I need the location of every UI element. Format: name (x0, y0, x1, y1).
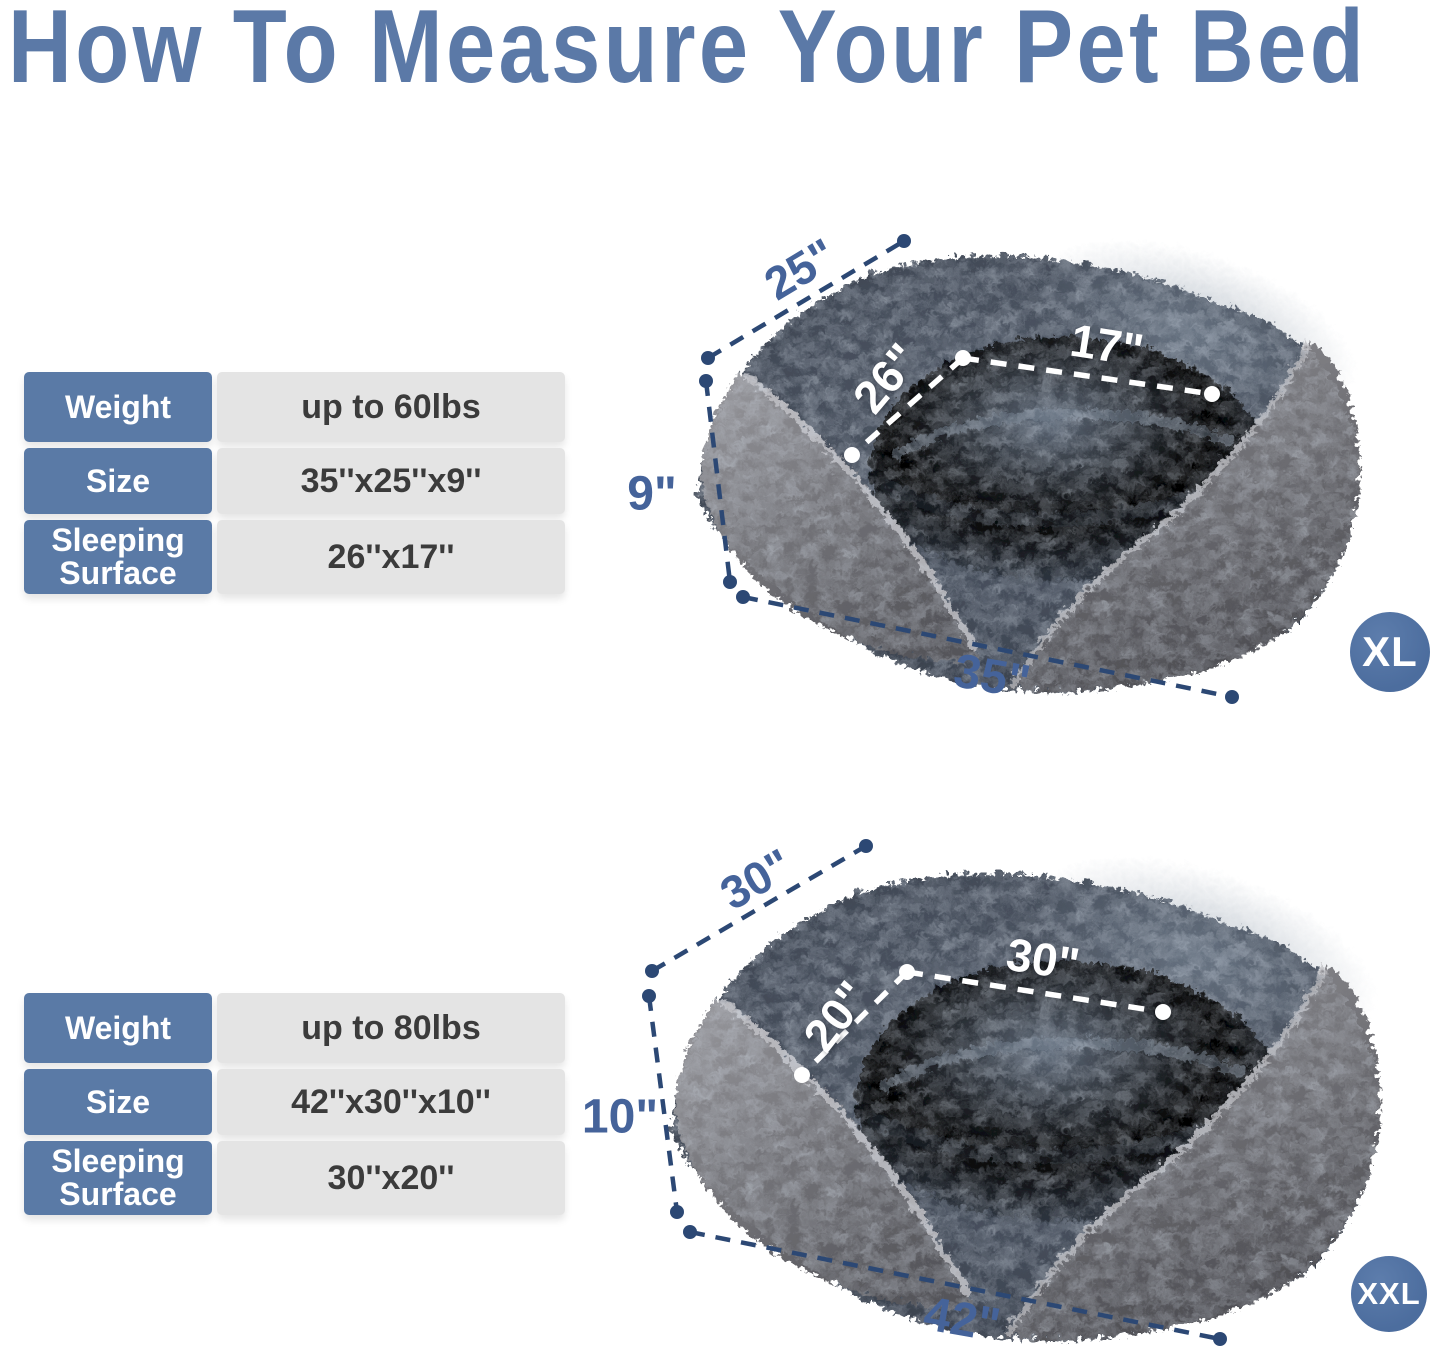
xxl-spec-table: Weight up to 80lbs Size 42''x30''x10'' S… (24, 993, 565, 1221)
xl-height-dimension: 9" (627, 467, 677, 521)
xxl-sleeping-width-dimension: 30" (1002, 927, 1084, 991)
xl-sleeping-surface-value: 26''x17'' (217, 520, 565, 594)
xxl-size-badge: XXL (1351, 1256, 1427, 1332)
xl-size-label: Size (24, 448, 212, 514)
xxl-size-label: Size (24, 1069, 212, 1135)
xl-size-badge: XL (1350, 612, 1430, 692)
xxl-dimension-lines (642, 839, 1227, 1346)
xl-weight-label: Weight (24, 372, 212, 442)
table-row: Size 42''x30''x10'' (24, 1069, 565, 1135)
xl-sleeping-surface-label: Sleeping Surface (24, 520, 212, 594)
page-title: How To Measure Your Pet Bed (8, 0, 1368, 105)
table-row: Weight up to 80lbs (24, 993, 565, 1063)
table-row: Sleeping Surface 26''x17'' (24, 520, 565, 594)
xxl-height-dimension: 10" (581, 1090, 659, 1144)
xl-weight-value: up to 60lbs (217, 372, 565, 442)
xxl-sleeping-surface-value: 30''x20'' (217, 1141, 565, 1215)
xxl-weight-value: up to 80lbs (217, 993, 565, 1063)
xl-spec-table: Weight up to 60lbs Size 35''x25''x9'' Sl… (24, 372, 565, 600)
xl-size-value: 35''x25''x9'' (217, 448, 565, 514)
xxl-weight-label: Weight (24, 993, 212, 1063)
xl-sleeping-width-dimension: 17" (1066, 313, 1148, 377)
table-row: Weight up to 60lbs (24, 372, 565, 442)
xxl-size-value: 42''x30''x10'' (217, 1069, 565, 1135)
table-row: Sleeping Surface 30''x20'' (24, 1141, 565, 1215)
xxl-sleeping-surface-label: Sleeping Surface (24, 1141, 212, 1215)
table-row: Size 35''x25''x9'' (24, 448, 565, 514)
xl-dimension-lines (699, 234, 1239, 704)
